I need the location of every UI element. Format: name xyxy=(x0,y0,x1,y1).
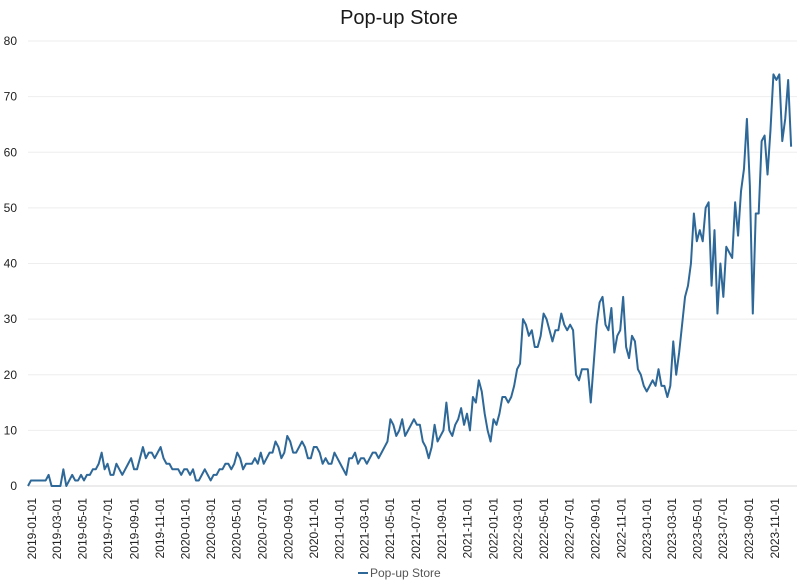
x-tick-label: 2022-09-01 xyxy=(589,498,603,560)
x-tick-label: 2021-01-01 xyxy=(333,498,347,560)
y-tick-label: 0 xyxy=(10,479,17,493)
x-tick-label: 2020-01-01 xyxy=(179,498,193,560)
y-tick-label: 60 xyxy=(4,145,18,159)
x-axis-ticks: 2019-01-01 2019-03-01 2019-05-01 2019-07-01… xyxy=(25,498,782,560)
x-tick-label: 2019-03-01 xyxy=(50,498,64,560)
x-tick-label: 2019-05-01 xyxy=(76,498,90,560)
x-tick-label: 2023-03-01 xyxy=(665,498,679,560)
chart-title: Pop-up Store xyxy=(340,7,458,29)
x-tick-label: 2023-11-01 xyxy=(768,498,782,559)
y-tick-label: 50 xyxy=(4,201,18,215)
x-tick-label: 2021-03-01 xyxy=(358,498,372,560)
x-tick-label: 2023-01-01 xyxy=(640,498,654,560)
x-tick-label: 2023-09-01 xyxy=(742,498,756,560)
x-tick-label: 2019-01-01 xyxy=(25,498,39,560)
x-tick-label: 2019-09-01 xyxy=(127,498,141,560)
x-tick-label: 2021-05-01 xyxy=(383,498,397,560)
legend: Pop-up Store xyxy=(358,566,441,580)
series-layer xyxy=(27,73,793,487)
y-tick-label: 40 xyxy=(4,257,18,271)
x-tick-label: 2021-11-01 xyxy=(461,498,475,559)
x-tick-label: 2021-07-01 xyxy=(409,498,423,560)
series-line-pop-up-store xyxy=(27,73,793,487)
y-tick-label: 70 xyxy=(4,90,18,104)
x-tick-label: 2022-01-01 xyxy=(486,498,500,560)
y-axis-ticks: 0 10 20 30 40 50 60 70 80 xyxy=(4,34,18,493)
gridlines xyxy=(28,40,797,431)
y-tick-label: 20 xyxy=(4,368,18,382)
x-tick-label: 2022-07-01 xyxy=(563,498,577,560)
x-tick-label: 2023-05-01 xyxy=(690,498,704,560)
y-tick-label: 30 xyxy=(4,312,18,326)
x-tick-label: 2022-03-01 xyxy=(511,498,525,560)
x-tick-label: 2023-07-01 xyxy=(716,498,730,560)
x-tick-label: 2019-07-01 xyxy=(101,498,115,560)
x-tick-label: 2022-11-01 xyxy=(614,498,628,559)
x-tick-label: 2019-11-01 xyxy=(153,498,167,559)
legend-label: Pop-up Store xyxy=(370,566,441,580)
x-tick-label: 2020-03-01 xyxy=(204,498,218,560)
y-tick-label: 80 xyxy=(4,34,18,48)
x-tick-label: 2022-05-01 xyxy=(537,498,551,560)
x-tick-label: 2020-07-01 xyxy=(255,498,269,560)
y-tick-label: 10 xyxy=(4,423,18,437)
x-tick-label: 2020-09-01 xyxy=(281,498,295,560)
x-tick-label: 2020-05-01 xyxy=(230,498,244,560)
x-tick-label: 2020-11-01 xyxy=(307,498,321,559)
x-tick-label: 2021-09-01 xyxy=(435,498,449,560)
